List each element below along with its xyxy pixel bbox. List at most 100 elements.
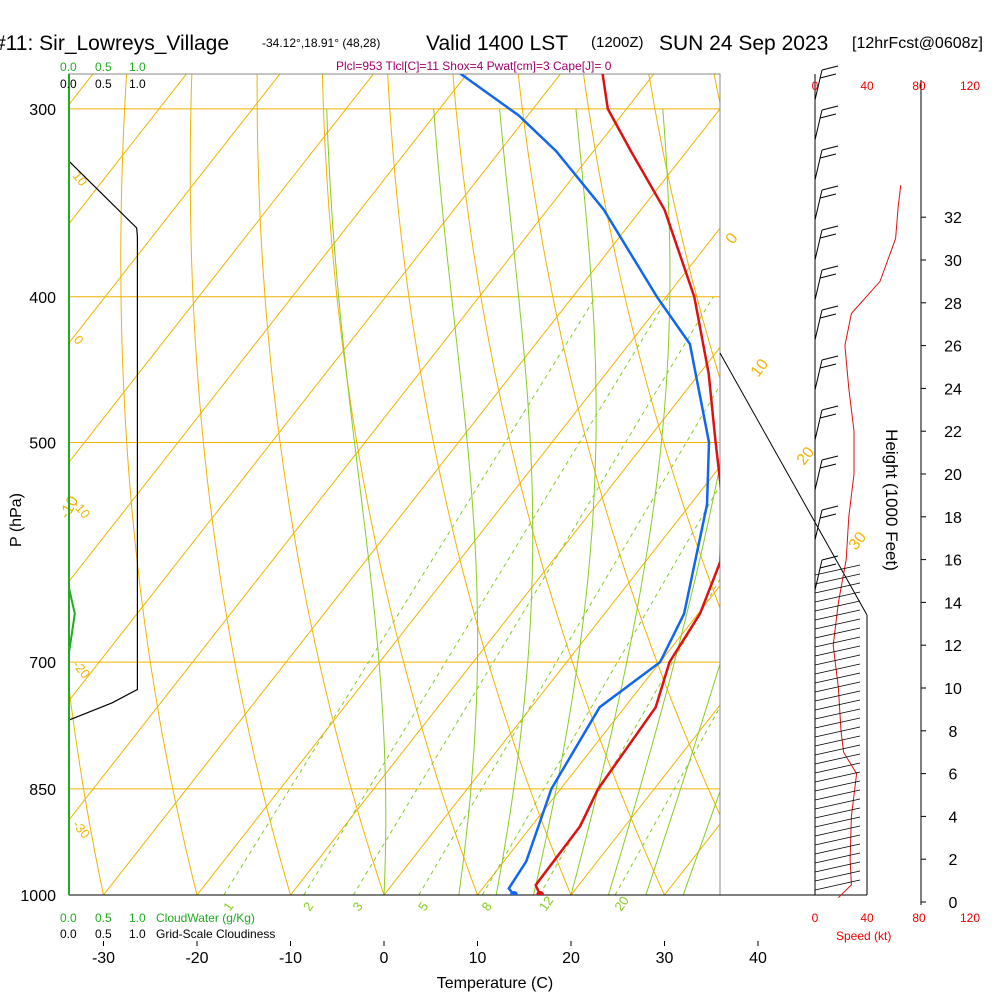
temp-tick-label: 40 (749, 950, 767, 967)
wind-barb-low (814, 726, 861, 738)
wind-barb-low (814, 762, 861, 774)
wind-barb-low-shaft (814, 780, 861, 792)
wind-barb-flag (821, 405, 839, 411)
speed-tick-bottom-2: 80 (912, 911, 926, 925)
wind-barb-low (814, 663, 861, 675)
wind-barb-flag (821, 355, 839, 361)
wind-barb (814, 225, 839, 261)
isotherm-label: 0 (723, 230, 742, 248)
isotherm-line (383, 465, 720, 895)
wind-barb-flag (819, 513, 837, 519)
wind-barb-low-shaft (814, 582, 861, 594)
height-tick-label: 28 (944, 296, 962, 313)
wind-barb-low (814, 636, 861, 648)
wind-barb (814, 145, 839, 181)
wind-barb (814, 305, 839, 341)
dry-adiabat-label: 0 (71, 332, 87, 347)
wind-barb-low (814, 780, 861, 792)
frame-diagonal (719, 352, 868, 616)
wind-barb-shaft (814, 189, 823, 221)
wind-barb-flag (821, 225, 839, 231)
temp-tick-label: -10 (279, 950, 302, 967)
wind-barb-flag (821, 455, 839, 461)
cl-tick-bottom-1: 0.5 (95, 927, 112, 941)
height-tick-label: 30 (944, 253, 962, 270)
height-tick-label: 2 (949, 852, 958, 869)
wind-barb-low (814, 843, 861, 855)
pressure-tick-850: 850 (29, 782, 56, 799)
plot-frame (68, 73, 721, 896)
height-tick-label: 32 (944, 210, 962, 227)
mixing-ratio-line (481, 484, 720, 895)
temp-tick-label: -20 (185, 950, 208, 967)
wind-barb-low-shaft (814, 825, 861, 837)
wind-barb-low (814, 879, 861, 891)
wind-barb-shaft (814, 359, 823, 391)
height-tick-label: 14 (944, 595, 962, 612)
temp-tick-label: 20 (562, 950, 580, 967)
wind-barb-low-shaft (814, 807, 861, 819)
wind-barb-low-shaft (814, 591, 861, 603)
wind-barb-low-shaft (814, 708, 861, 720)
wind-barb-flag (821, 505, 839, 511)
speed-scale-bottom: 0 40 80 120 Speed (kt) (812, 911, 981, 943)
wind-barb-low-shaft (814, 753, 861, 765)
wind-barb-flag (819, 113, 837, 119)
wind-barb-low-shaft (814, 744, 861, 756)
cw-tick-top-1: 0.5 (95, 60, 112, 74)
wind-barb-low (814, 690, 861, 702)
speed-scale-top: 0 40 80 120 (812, 79, 981, 93)
wind-barb (814, 105, 839, 141)
moist-adiabat (326, 108, 387, 895)
temperature-axis-title: Temperature (C) (437, 975, 553, 992)
mixing-ratio-line (223, 296, 597, 895)
dry-adiabat (256, 74, 385, 895)
height-tick-label: 22 (944, 424, 962, 441)
dry-adiabat (713, 74, 720, 106)
cl-tick-bottom-2: 1.0 (129, 927, 146, 941)
wind-barb-flag (821, 105, 839, 111)
wind-barb-low (814, 852, 861, 864)
valid-time: Valid 1400 LST (426, 32, 568, 55)
wind-barb-low (814, 573, 861, 585)
wind-barb-low-shaft (814, 636, 861, 648)
wind-barb-low-shaft (814, 609, 861, 621)
wind-barb-low-shaft (814, 645, 861, 657)
wind-speed-curve (832, 185, 902, 899)
forecast-date: SUN 24 Sep 2023 (659, 32, 828, 55)
wind-barb-shaft (814, 309, 823, 341)
speed-tick-top-1: 40 (860, 79, 874, 93)
wind-barb-low (814, 834, 861, 846)
mixing-ratio-label: 8 (478, 899, 494, 914)
isotherm-line (570, 704, 720, 895)
cw-tick-bottom-2: 1.0 (129, 911, 146, 925)
isotherm-line (664, 823, 720, 895)
wind-barb-low-shaft (814, 852, 861, 864)
cloudiness-label: Grid-Scale Cloudiness (156, 927, 275, 941)
dry-adiabat (583, 74, 720, 610)
wind-barb-flag (821, 305, 839, 311)
temp-tick-label: 0 (380, 950, 389, 967)
wind-barb-low (814, 870, 861, 882)
mixing-ratio-line (303, 296, 669, 895)
dry-adiabat (762, 0, 1000, 895)
temperature-axis: -30 -20 -10 0 10 20 30 40 (92, 941, 767, 967)
height-tick-label: 6 (949, 767, 958, 784)
isotherm-line (69, 74, 188, 225)
mixing-ratio-label: 12 (536, 893, 557, 913)
wind-barb-low (814, 609, 861, 621)
wind-barb-low-shaft (814, 726, 861, 738)
mixing-ratio-line (352, 296, 714, 895)
forecast-info: [12hrFcst@0608z] (852, 35, 983, 52)
height-tick-label: 16 (944, 553, 962, 570)
wind-barb-low (814, 618, 861, 630)
dewpoint-line (458, 74, 711, 895)
dry-adiabat (888, 0, 1000, 895)
height-tick-label: 10 (944, 681, 962, 698)
isotherm-line (852, 0, 1000, 895)
cl-tick-top-0: 0.0 (60, 77, 77, 91)
dry-adiabat (120, 74, 198, 895)
wind-barb-low-shaft (814, 699, 861, 711)
wind-barb-low-shaft (814, 717, 861, 729)
